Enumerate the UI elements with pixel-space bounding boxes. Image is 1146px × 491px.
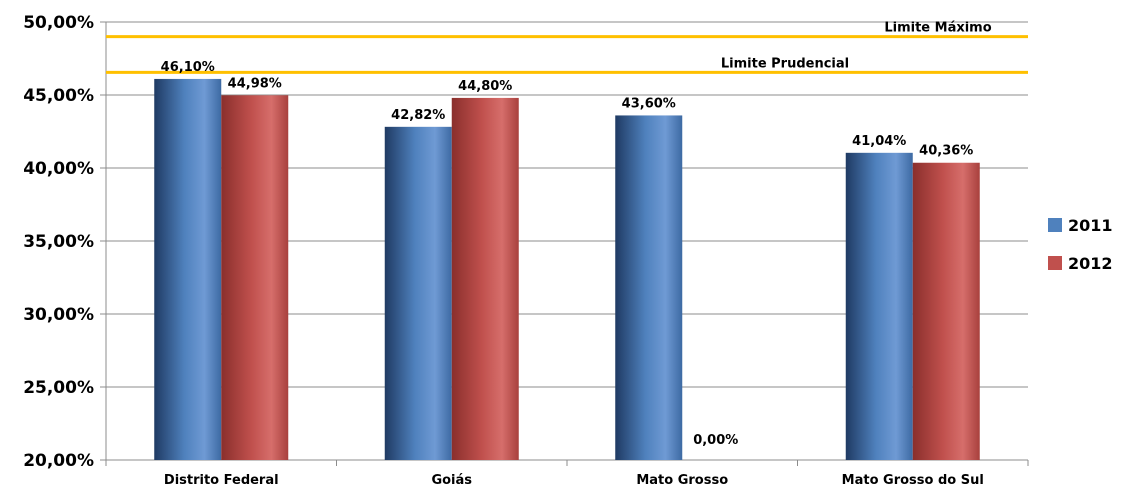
category-label: Mato Grosso bbox=[636, 473, 728, 488]
y-tick-label: 35,00% bbox=[23, 232, 94, 252]
bar-2012 bbox=[221, 95, 289, 461]
reference-lines bbox=[106, 35, 1028, 74]
data-label: 44,98% bbox=[228, 76, 282, 91]
data-label: 46,10% bbox=[161, 60, 215, 75]
y-tick-label: 20,00% bbox=[23, 451, 94, 471]
bar-2011 bbox=[384, 126, 452, 460]
data-label: 41,04% bbox=[852, 134, 906, 149]
bar-2011 bbox=[154, 78, 222, 460]
legend-label: 2011 bbox=[1068, 216, 1113, 235]
bar-2012 bbox=[912, 162, 980, 460]
legend-swatch-2012 bbox=[1048, 256, 1062, 270]
reference-line-label: Limite Máximo bbox=[884, 21, 991, 36]
reference-line-label: Limite Prudencial bbox=[721, 56, 849, 71]
y-tick-label: 40,00% bbox=[23, 159, 94, 179]
y-tick-label: 50,00% bbox=[23, 13, 94, 33]
bar-2011 bbox=[615, 115, 683, 460]
category-label: Distrito Federal bbox=[164, 473, 279, 488]
legend: 2011 2012 bbox=[1048, 216, 1113, 273]
legend-swatch-2011 bbox=[1048, 218, 1062, 232]
data-label: 43,60% bbox=[622, 96, 676, 111]
category-label: Goiás bbox=[431, 473, 472, 488]
data-label: 0,00% bbox=[693, 433, 738, 448]
axes: 20,00% 25,00% 30,00% 35,00% 40,00% 45,00% 50,0… bbox=[23, 13, 1029, 471]
bars bbox=[154, 78, 980, 461]
category-label: Mato Grosso do Sul bbox=[842, 473, 984, 488]
data-label: 44,80% bbox=[458, 79, 512, 94]
y-tick-label: 25,00% bbox=[23, 378, 94, 398]
labels: Distrito Federal 46,10% 44,98% Goiás 42,82% 4… bbox=[161, 21, 992, 488]
bar-2012 bbox=[451, 97, 519, 461]
data-label: 42,82% bbox=[391, 108, 445, 123]
data-label: 40,36% bbox=[919, 144, 973, 159]
bar-2011 bbox=[845, 152, 913, 461]
y-tick-label: 45,00% bbox=[23, 86, 94, 106]
legend-label: 2012 bbox=[1068, 254, 1113, 273]
y-tick-label: 30,00% bbox=[23, 305, 94, 325]
